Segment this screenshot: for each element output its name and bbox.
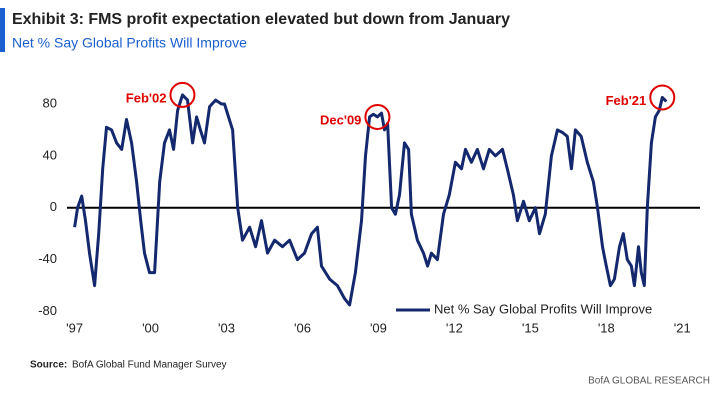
legend-label: Net % Say Global Profits Will Improve	[434, 301, 652, 316]
x-tick-label: '06	[294, 320, 311, 335]
y-tick-label: 80	[43, 95, 57, 110]
brand: BofA GLOBAL RESEARCH	[588, 376, 710, 387]
annotation-circle	[364, 103, 391, 130]
data-line	[73, 93, 668, 307]
y-tick-label: 40	[43, 147, 57, 162]
x-tick-label: '09	[370, 320, 387, 335]
annotation-circle	[169, 81, 196, 108]
x-tick-label: '12	[446, 320, 463, 335]
x-tick-label: '03	[218, 320, 235, 335]
source: BofA Global Fund Manager Survey	[72, 360, 227, 371]
annotation-circle	[649, 84, 676, 111]
x-tick-label: '15	[522, 320, 539, 335]
annotation-label: Dec'09	[320, 112, 361, 127]
x-tick-label: '00	[142, 320, 159, 335]
chart-subtitle: Net % Say Global Profits Will Improve	[12, 35, 247, 51]
title-accent	[0, 8, 5, 52]
x-tick-label: '18	[598, 320, 615, 335]
x-tick-label: '21	[674, 320, 691, 335]
annotation-label: Feb'21	[606, 93, 647, 108]
annotation-label: Feb'02	[126, 90, 167, 105]
source-label: Source:	[30, 360, 67, 371]
x-tick-label: '97	[66, 320, 83, 335]
y-tick-label: 0	[50, 199, 57, 214]
y-tick-label: -80	[38, 303, 57, 318]
y-tick-label: -40	[38, 251, 57, 266]
chart-title: Exhibit 3: FMS profit expectation elevat…	[12, 11, 510, 28]
